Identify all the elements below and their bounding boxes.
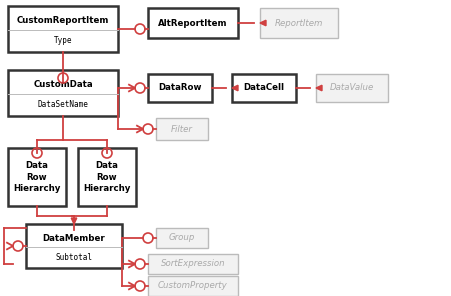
Bar <box>147 254 238 274</box>
Text: Filter: Filter <box>170 125 193 133</box>
Text: DataRow: DataRow <box>158 83 201 92</box>
Bar <box>8 70 118 116</box>
Text: CustomData: CustomData <box>33 80 92 89</box>
Polygon shape <box>315 85 321 91</box>
Bar <box>156 118 207 140</box>
Text: DataSetName: DataSetName <box>37 100 88 110</box>
Bar <box>315 74 387 102</box>
Bar <box>156 228 207 248</box>
Text: Data
Row
Hierarchy: Data Row Hierarchy <box>83 161 130 193</box>
Text: ReportItem: ReportItem <box>274 18 322 28</box>
Bar <box>78 148 136 206</box>
Text: DataCell: DataCell <box>243 83 284 92</box>
Bar <box>8 148 66 206</box>
Bar <box>231 74 295 102</box>
Text: DataMember: DataMember <box>42 234 105 243</box>
Text: Group: Group <box>168 234 195 242</box>
Text: SortExpression: SortExpression <box>161 260 225 268</box>
Text: Subtotal: Subtotal <box>55 253 92 262</box>
Bar <box>26 224 122 268</box>
Bar <box>147 74 212 102</box>
Bar <box>259 8 337 38</box>
Text: CustomReportItem: CustomReportItem <box>17 16 109 25</box>
Bar <box>8 6 118 52</box>
Text: CustomProperty: CustomProperty <box>158 281 227 290</box>
Polygon shape <box>71 218 77 224</box>
Text: Type: Type <box>54 36 72 46</box>
Polygon shape <box>231 85 238 91</box>
Text: DataValue: DataValue <box>329 83 373 92</box>
Bar <box>147 8 238 38</box>
Text: Data
Row
Hierarchy: Data Row Hierarchy <box>13 161 60 193</box>
Polygon shape <box>259 20 265 26</box>
Text: AltReportItem: AltReportItem <box>158 18 227 28</box>
Bar <box>147 276 238 296</box>
